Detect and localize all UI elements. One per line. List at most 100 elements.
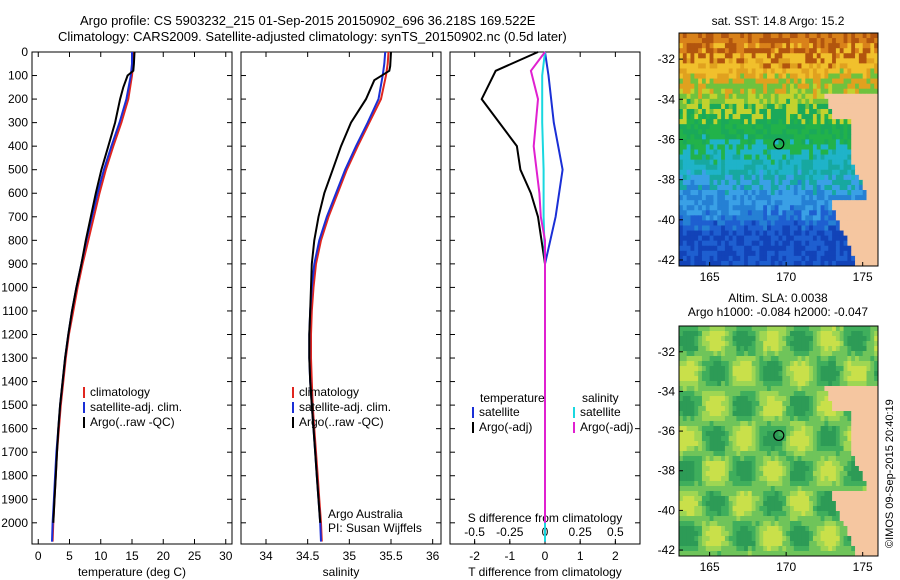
map-cell — [805, 124, 810, 130]
map-cell — [835, 451, 841, 457]
map-cell — [820, 164, 825, 171]
map-cell — [682, 466, 688, 472]
map-cell — [835, 471, 841, 477]
map-cell — [701, 341, 707, 347]
map-cell — [828, 411, 833, 417]
map-cell — [732, 411, 737, 417]
map-cell — [724, 506, 730, 512]
map-cell — [736, 331, 741, 337]
map-cell — [858, 471, 864, 477]
map-cell — [858, 43, 864, 49]
map-cell — [698, 174, 703, 181]
map-cell — [797, 471, 802, 477]
map-cell — [744, 441, 749, 447]
map-cell — [855, 431, 860, 437]
map-cell — [679, 250, 684, 257]
map-cell — [805, 491, 810, 497]
map-cell — [709, 114, 714, 120]
map-cell — [770, 154, 776, 161]
map-cell — [740, 346, 745, 352]
map-cell — [770, 53, 776, 59]
map-cell — [870, 531, 875, 537]
map-cell — [736, 426, 741, 432]
map-cell — [858, 441, 864, 447]
map-cell — [778, 456, 783, 462]
map-cell — [767, 139, 772, 145]
map-cell — [701, 466, 707, 472]
map-cell — [862, 476, 867, 482]
map-cell — [767, 114, 772, 120]
map-cell — [793, 108, 799, 115]
map-cell — [812, 456, 818, 462]
map-cell — [679, 426, 684, 432]
map-cell — [713, 391, 718, 397]
map-cell — [705, 139, 711, 145]
map-cell — [874, 351, 879, 357]
map-cell — [824, 446, 829, 452]
map-cell — [866, 215, 871, 221]
map-cell — [828, 149, 833, 155]
map-cell — [782, 220, 787, 226]
map-cell — [751, 336, 756, 342]
map-cell — [724, 496, 730, 502]
map-cell — [763, 240, 768, 247]
map-cell — [816, 521, 821, 527]
map-cell — [682, 331, 688, 337]
map-cell — [778, 536, 783, 542]
map-cell — [805, 78, 810, 85]
map-cell — [835, 169, 841, 176]
map-cell — [694, 225, 699, 231]
map-cell — [763, 506, 768, 512]
map-cell — [736, 456, 741, 462]
map-cell — [679, 376, 684, 382]
map-cell — [724, 361, 730, 367]
map-cell — [682, 190, 688, 196]
map-cell — [682, 441, 688, 447]
map-cell — [709, 144, 714, 150]
map-cell — [728, 516, 733, 522]
map-cell — [855, 83, 860, 90]
map-cell — [786, 159, 791, 166]
map-cell — [770, 184, 776, 191]
map-cell — [767, 451, 772, 457]
map-cell — [793, 441, 799, 447]
map-cell — [721, 446, 726, 452]
map-cell — [732, 250, 737, 257]
map-cell — [763, 195, 768, 201]
map-cell — [874, 421, 879, 427]
map-cell — [855, 144, 860, 150]
map-cell — [835, 184, 841, 191]
map-cell — [690, 179, 695, 186]
map-cell — [778, 481, 783, 487]
map-cell — [736, 68, 741, 74]
map-cell — [874, 260, 879, 267]
map-cell — [866, 381, 871, 387]
map-cell — [721, 205, 726, 211]
map-cell — [816, 190, 821, 196]
map-cell — [851, 103, 856, 110]
map-cell — [694, 526, 699, 532]
map-cell — [744, 431, 749, 437]
map-cell — [770, 38, 776, 44]
map-cell — [724, 531, 730, 537]
map-cell — [728, 391, 733, 397]
map-cell — [816, 88, 821, 95]
map-cell — [809, 331, 814, 337]
map-cell — [759, 33, 764, 39]
map-cell — [751, 456, 756, 462]
map-cell — [751, 536, 756, 542]
map-cell — [797, 164, 802, 171]
map-cell — [843, 93, 848, 100]
map-cell — [736, 245, 741, 252]
map-cell — [874, 139, 879, 145]
map-cell — [855, 48, 860, 54]
map-cell — [793, 210, 799, 216]
map-cell — [862, 129, 867, 135]
map-cell — [843, 396, 848, 402]
map-cell — [828, 43, 833, 49]
map-cell — [847, 33, 852, 39]
map-cell — [705, 381, 711, 387]
map-cell — [709, 200, 714, 206]
map-cell — [786, 68, 791, 74]
map-cell — [812, 174, 818, 181]
